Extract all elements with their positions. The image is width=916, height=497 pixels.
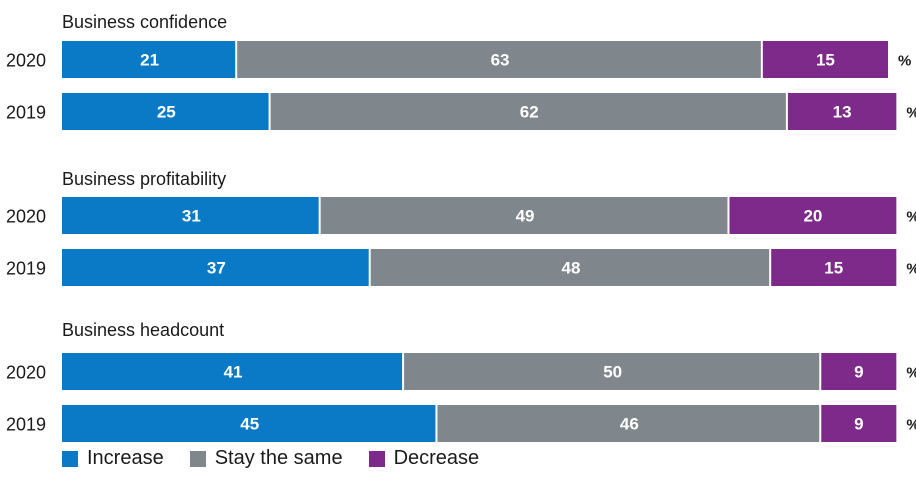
bar-segment-business-headcount-2020-increase	[62, 353, 403, 390]
unit-label-business-profitability-2019: %	[906, 261, 916, 278]
legend-item-stay-the-same: Stay the same	[189, 447, 343, 470]
bar-segment-business-profitability-2020-stay-the-same	[320, 197, 728, 234]
bar-segment-business-profitability-2020-increase	[62, 197, 319, 234]
bar-segment-business-confidence-2019-stay-the-same	[270, 93, 786, 130]
group-title-business-confidence: Business confidence	[62, 12, 227, 32]
bar-segment-business-confidence-2019-increase	[62, 93, 269, 130]
legend-label-stay-the-same: Stay the same	[214, 447, 343, 469]
data-label-business-profitability-2020-stay-the-same: 49	[516, 207, 535, 226]
bar-segment-business-profitability-2020-decrease	[729, 197, 897, 234]
bar-segment-business-confidence-2020-increase	[62, 41, 236, 78]
row-label-business-confidence-2020: 2020	[6, 51, 46, 71]
data-label-business-headcount-2020-decrease: 9	[854, 363, 863, 382]
row-label-business-headcount-2019: 2019	[6, 415, 46, 435]
data-label-business-confidence-2019-decrease: 13	[833, 103, 852, 122]
data-label-business-headcount-2019-stay-the-same: 46	[620, 415, 639, 434]
data-label-business-profitability-2019-decrease: 15	[824, 259, 843, 278]
legend-swatch-stay-the-same	[189, 450, 206, 467]
data-label-business-headcount-2020-stay-the-same: 50	[603, 363, 622, 382]
row-label-business-confidence-2019: 2019	[6, 103, 46, 123]
data-label-business-profitability-2020-decrease: 20	[803, 207, 822, 226]
bar-segment-business-profitability-2019-stay-the-same	[370, 249, 770, 286]
bar-segment-business-profitability-2019-increase	[62, 249, 369, 286]
bar-segment-business-profitability-2019-decrease	[771, 249, 897, 286]
data-label-business-headcount-2019-decrease: 9	[854, 415, 863, 434]
unit-label-business-confidence-2019: %	[906, 105, 916, 122]
row-label-business-headcount-2020: 2020	[6, 363, 46, 383]
legend-item-increase: Increase	[62, 447, 164, 470]
legend-swatch-increase	[62, 450, 78, 467]
unit-label-business-confidence-2020: %	[898, 53, 911, 70]
data-label-business-profitability-2020-increase: 31	[182, 207, 201, 226]
group-title-business-headcount: Business headcount	[62, 320, 224, 340]
data-label-business-headcount-2020-increase: 41	[224, 363, 243, 382]
row-label-business-profitability-2020: 2020	[6, 207, 46, 227]
bar-segment-business-headcount-2019-decrease	[821, 405, 897, 442]
data-label-business-confidence-2019-stay-the-same: 62	[520, 103, 539, 122]
data-label-business-confidence-2020-decrease: 15	[816, 51, 835, 70]
row-label-business-profitability-2019: 2019	[6, 259, 46, 279]
unit-label-business-headcount-2019: %	[906, 417, 916, 434]
chart-legend: Increase Stay the same Decrease	[62, 447, 505, 470]
unit-label-business-headcount-2020: %	[906, 365, 916, 382]
bar-segment-business-confidence-2020-stay-the-same	[237, 41, 761, 78]
data-label-business-profitability-2019-increase: 37	[207, 259, 226, 278]
data-label-business-confidence-2020-stay-the-same: 63	[491, 51, 510, 70]
data-label-business-confidence-2019-increase: 25	[157, 103, 176, 122]
group-title-business-profitability: Business profitability	[62, 169, 226, 189]
bar-segment-business-headcount-2019-stay-the-same	[437, 405, 820, 442]
unit-label-business-profitability-2020: %	[906, 209, 916, 226]
bar-segment-business-headcount-2020-decrease	[821, 353, 897, 390]
bar-segment-business-headcount-2020-stay-the-same	[404, 353, 820, 390]
legend-label-decrease: Decrease	[393, 447, 480, 469]
legend-label-increase: Increase	[87, 447, 164, 469]
data-label-business-confidence-2020-increase: 21	[140, 51, 159, 70]
bar-segment-business-confidence-2020-decrease	[762, 41, 888, 78]
data-label-business-profitability-2019-stay-the-same: 48	[561, 259, 580, 278]
bar-segment-business-headcount-2019-increase	[62, 405, 436, 442]
legend-swatch-decrease	[368, 450, 385, 467]
legend-item-decrease: Decrease	[368, 447, 480, 470]
data-label-business-headcount-2019-increase: 45	[240, 415, 259, 434]
bar-segment-business-confidence-2019-decrease	[787, 93, 897, 130]
